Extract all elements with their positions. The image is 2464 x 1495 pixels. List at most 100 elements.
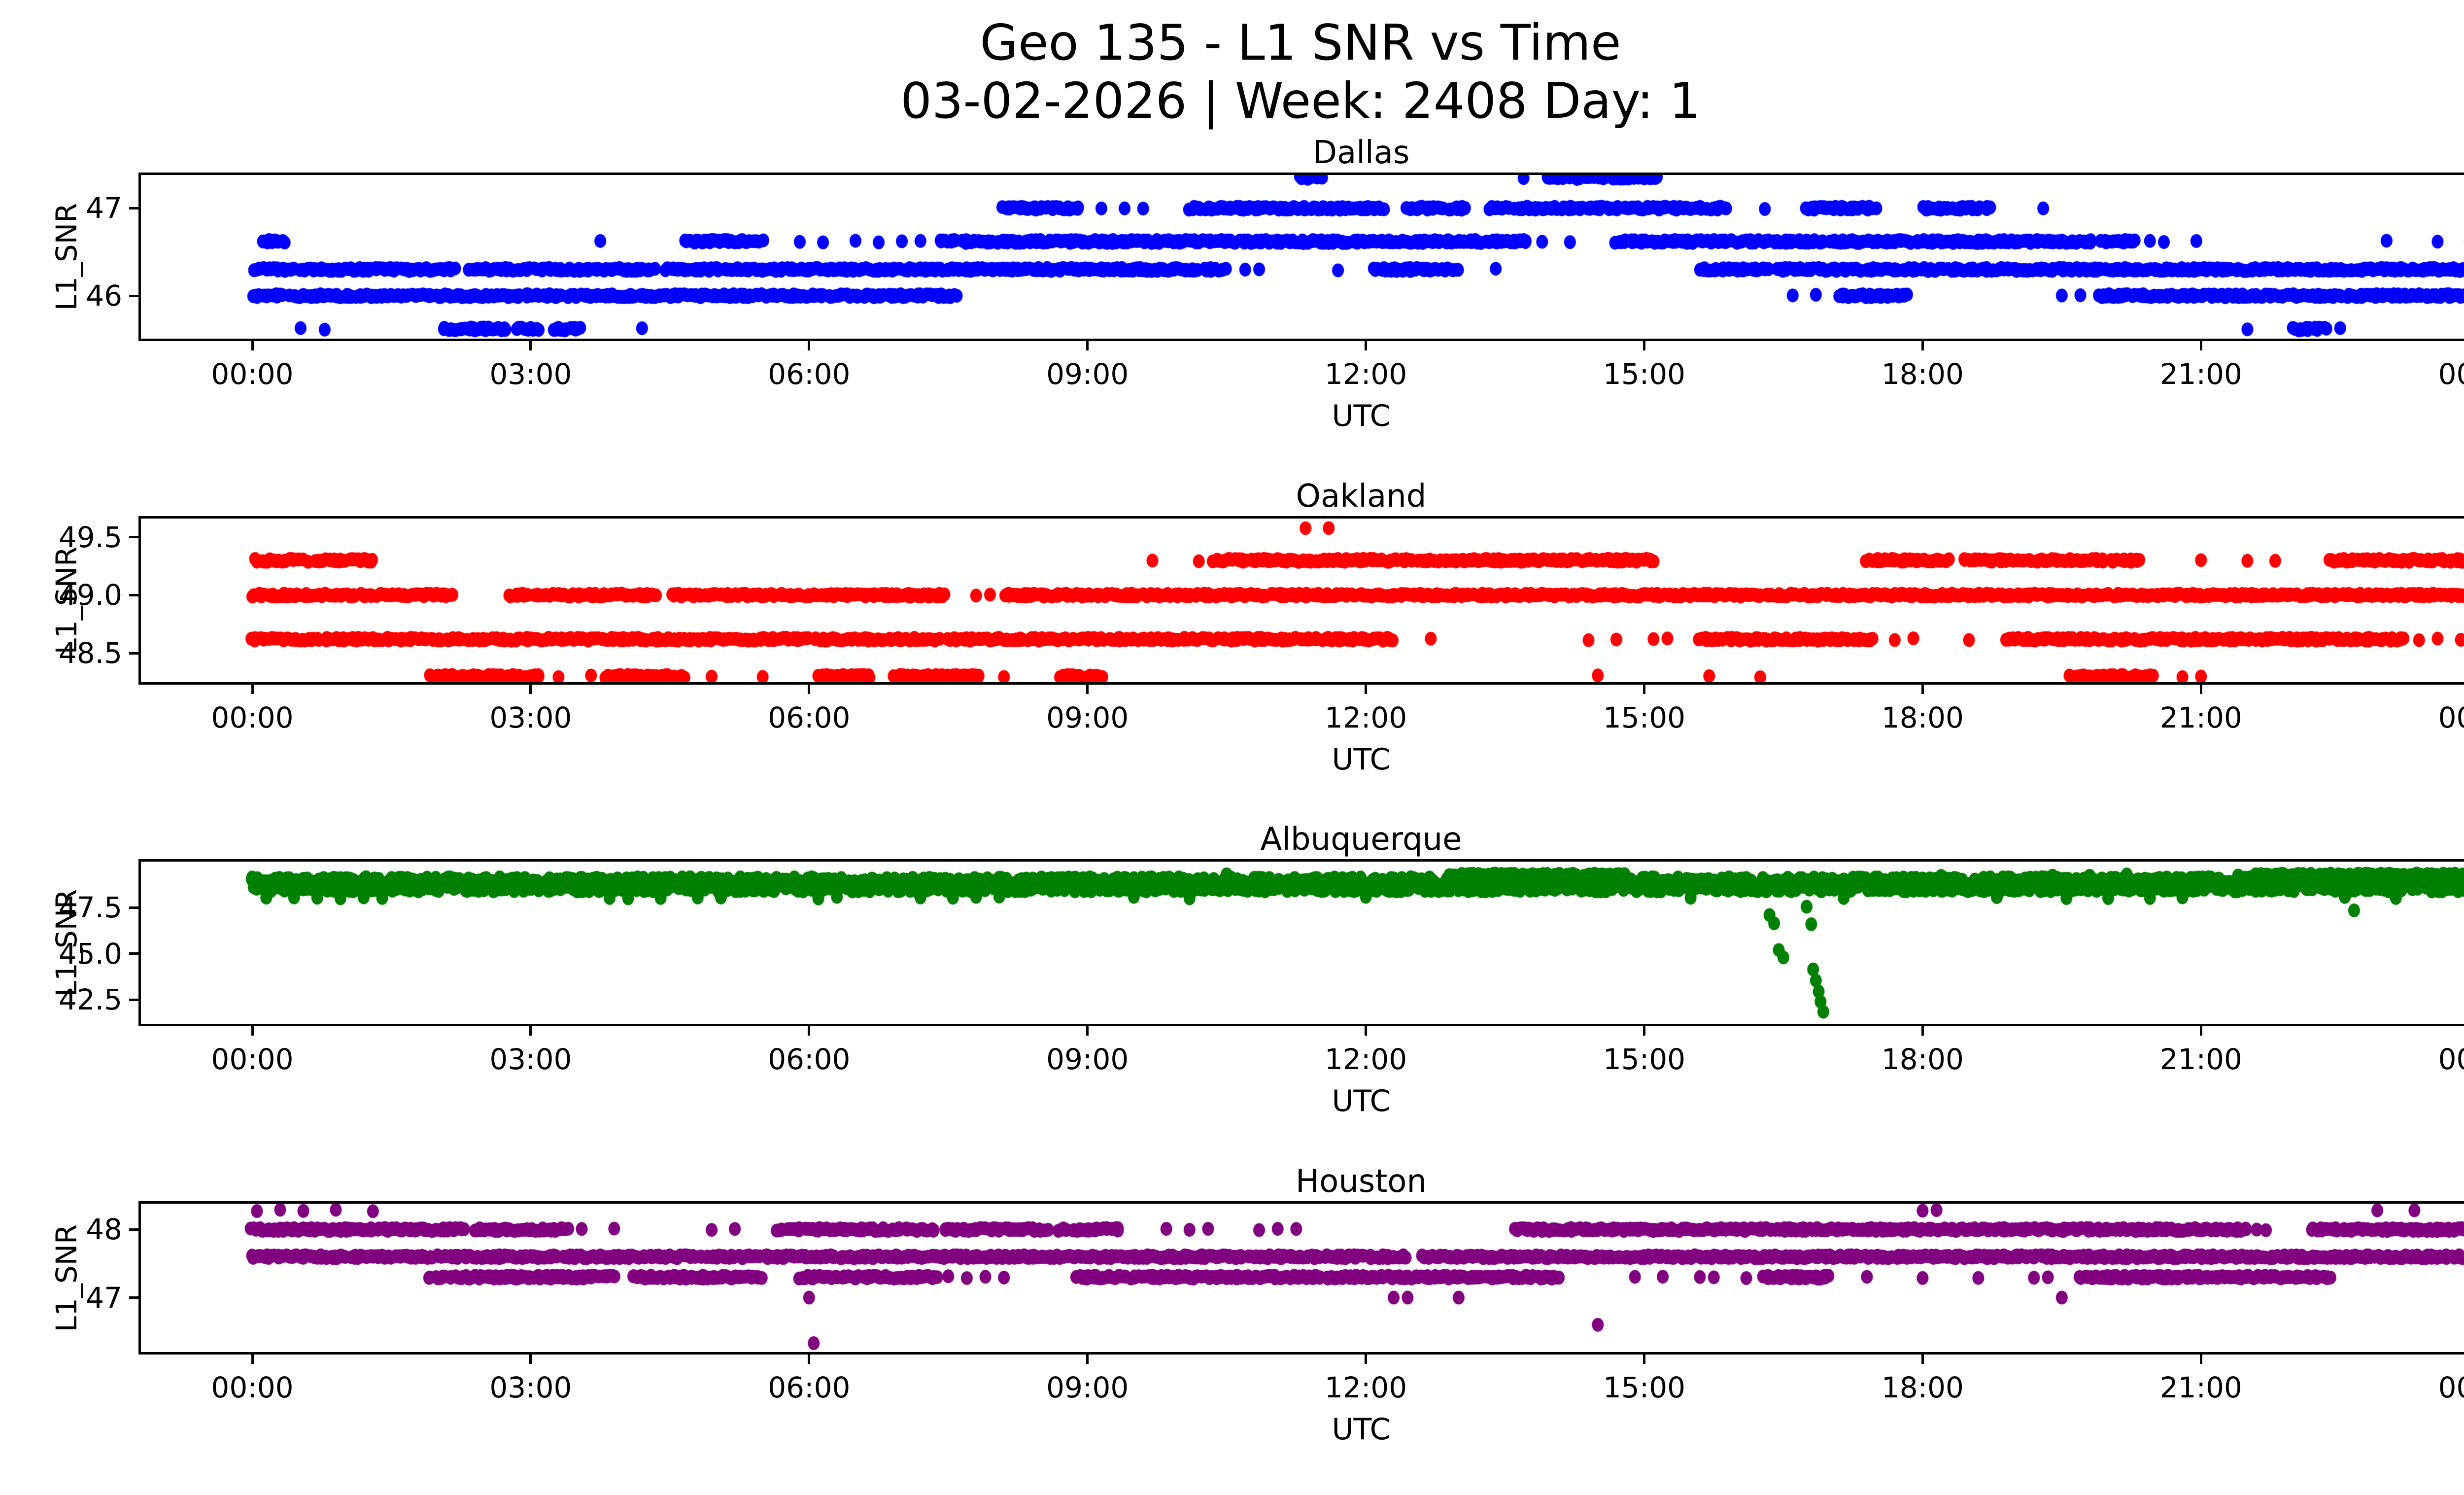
x-tick-label: 09:00: [1046, 701, 1129, 734]
x-tick-mark: [2199, 340, 2202, 350]
x-tick-label: 09:00: [1046, 1371, 1129, 1404]
x-tick-mark: [529, 1353, 532, 1364]
x-tick-mark: [529, 1025, 532, 1036]
x-tick-mark: [1086, 340, 1089, 350]
y-tick-mark: [129, 207, 140, 209]
x-tick-mark: [2199, 1353, 2202, 1364]
x-tick-label: 21:00: [2159, 701, 2242, 734]
x-tick-label: 00:00: [2438, 1043, 2464, 1076]
y-tick-label: 47.5: [58, 891, 122, 925]
y-tick-mark: [129, 536, 140, 539]
x-tick-mark: [1365, 683, 1368, 694]
x-tick-label: 00:00: [2438, 701, 2464, 734]
y-axis-label: L1_SNR: [50, 203, 83, 311]
x-tick-label: 15:00: [1603, 701, 1686, 734]
x-tick-mark: [251, 340, 254, 350]
x-tick-label: 00:00: [2438, 1371, 2464, 1404]
y-tick-label: 49.5: [58, 520, 122, 554]
x-tick-mark: [251, 683, 254, 694]
y-tick-mark: [129, 1296, 140, 1299]
y-tick-mark: [129, 294, 140, 297]
x-tick-mark: [1643, 1025, 1645, 1036]
x-tick-label: 12:00: [1325, 1371, 1407, 1404]
x-tick-label: 00:00: [2438, 357, 2464, 391]
x-tick-label: 00:00: [211, 701, 294, 734]
x-tick-label: 15:00: [1603, 1371, 1686, 1404]
x-tick-mark: [808, 683, 811, 694]
x-axis-label: UTC: [1332, 742, 1391, 777]
subplot-title: Dallas: [1312, 135, 1410, 171]
x-tick-mark: [529, 340, 532, 350]
y-tick-mark: [129, 593, 140, 596]
x-tick-label: 06:00: [768, 701, 851, 734]
x-tick-mark: [1921, 340, 1924, 350]
x-tick-label: 18:00: [1881, 701, 1964, 734]
x-tick-mark: [2199, 1025, 2202, 1036]
figure-title-line1: Geo 135 - L1 SNR vs Time: [980, 14, 1621, 71]
x-tick-label: 18:00: [1881, 1371, 1964, 1404]
y-tick-label: 47: [86, 191, 122, 225]
y-tick-mark: [129, 952, 140, 955]
axes-box: [138, 1201, 2464, 1355]
x-tick-mark: [2199, 683, 2202, 694]
axes-box: [138, 516, 2464, 685]
x-tick-mark: [1643, 340, 1645, 350]
x-tick-mark: [1643, 1353, 1645, 1364]
x-tick-label: 03:00: [489, 1371, 572, 1404]
scatter-canvas-albuquerque: [141, 862, 2464, 1024]
x-tick-label: 09:00: [1046, 357, 1129, 391]
x-tick-label: 21:00: [2159, 357, 2242, 391]
x-tick-mark: [1921, 683, 1924, 694]
x-tick-label: 09:00: [1046, 1043, 1129, 1076]
scatter-canvas-oakland: [141, 519, 2464, 682]
y-tick-mark: [129, 652, 140, 655]
y-axis-label: L1_SNR: [50, 1224, 83, 1332]
x-tick-label: 00:00: [211, 1371, 294, 1404]
y-tick-label: 45.0: [58, 937, 122, 971]
subplot-title: Houston: [1296, 1163, 1427, 1200]
y-tick-mark: [129, 998, 140, 1001]
y-tick-label: 48.5: [58, 636, 122, 670]
y-tick-mark: [129, 1228, 140, 1231]
x-tick-label: 03:00: [489, 1043, 572, 1076]
scatter-canvas-houston: [141, 1204, 2464, 1352]
x-tick-mark: [251, 1025, 254, 1036]
x-tick-mark: [1365, 1353, 1368, 1364]
subplot-title: Oakland: [1296, 478, 1427, 515]
x-axis-label: UTC: [1332, 399, 1391, 433]
x-tick-mark: [1086, 683, 1089, 694]
x-tick-label: 18:00: [1881, 1043, 1964, 1076]
x-tick-label: 12:00: [1325, 701, 1407, 734]
axes-box: [138, 859, 2464, 1026]
x-tick-mark: [1365, 340, 1368, 350]
axes-box: [138, 173, 2464, 341]
x-tick-mark: [251, 1353, 254, 1364]
x-axis-label: UTC: [1332, 1084, 1391, 1118]
y-tick-label: 47: [86, 1281, 122, 1315]
x-tick-mark: [808, 340, 811, 350]
subplot-title: Albuquerque: [1260, 821, 1462, 858]
x-tick-label: 15:00: [1603, 1043, 1686, 1076]
x-tick-mark: [808, 1353, 811, 1364]
x-axis-label: UTC: [1332, 1412, 1391, 1447]
y-tick-label: 48: [86, 1213, 122, 1247]
x-tick-mark: [1086, 1353, 1089, 1364]
x-tick-label: 18:00: [1881, 357, 1964, 391]
x-tick-label: 21:00: [2159, 1371, 2242, 1404]
x-tick-mark: [1365, 1025, 1368, 1036]
x-tick-mark: [1643, 683, 1645, 694]
x-tick-label: 00:00: [211, 357, 294, 391]
x-tick-label: 06:00: [768, 357, 851, 391]
x-tick-label: 03:00: [489, 357, 572, 391]
figure-title: Geo 135 - L1 SNR vs Time 03-02-2026 | We…: [0, 14, 2464, 130]
x-tick-label: 06:00: [768, 1043, 851, 1076]
x-tick-label: 00:00: [211, 1043, 294, 1076]
x-tick-mark: [1921, 1353, 1924, 1364]
x-tick-mark: [808, 1025, 811, 1036]
x-tick-label: 15:00: [1603, 357, 1686, 391]
y-tick-label: 46: [86, 279, 122, 313]
y-tick-mark: [129, 906, 140, 909]
x-tick-mark: [529, 683, 532, 694]
x-tick-mark: [1921, 1025, 1924, 1036]
